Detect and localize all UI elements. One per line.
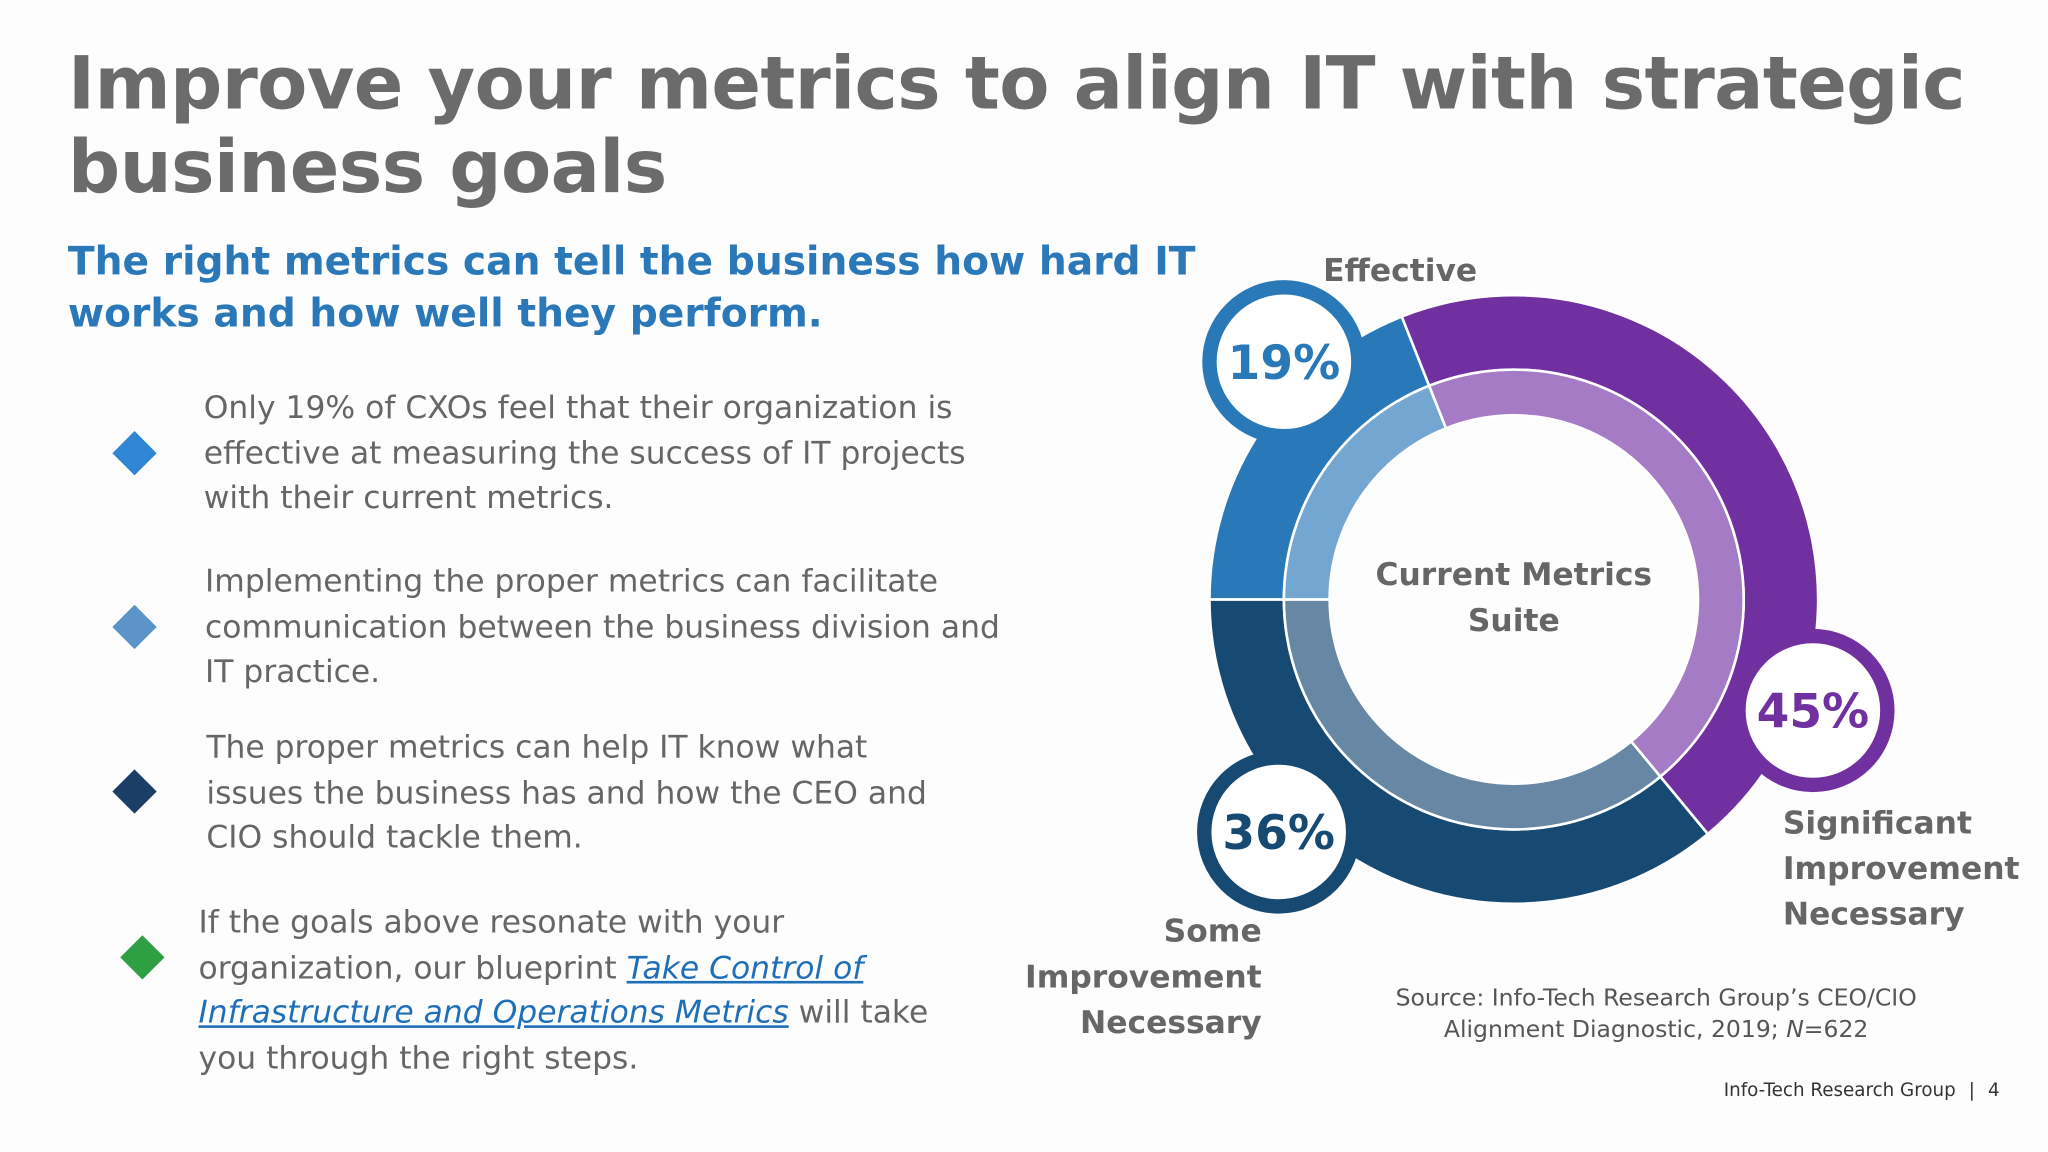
text: =622 [1803, 1016, 1869, 1044]
value-label: 19% [1228, 336, 1341, 391]
blueprint-link[interactable]: Take Control of Infrastructure and Opera… [198, 948, 864, 1031]
category-label: Significant Improvement Necessary [1782, 804, 2020, 933]
value-label: 36% [1222, 806, 1335, 861]
bullet-text: The proper metrics can help IT know what… [206, 728, 927, 856]
value-label: 45% [1757, 685, 1870, 740]
category-label: Some Improvement Necessary [1025, 912, 1262, 1041]
bullet-text: Only 19% of CXOs feel that their organiz… [203, 389, 966, 516]
donut-inner-segment [1427, 368, 1745, 779]
title: Improve your metrics to align IT with st… [67, 41, 1966, 211]
donut-inner-segment [1282, 598, 1663, 831]
value-bubble [1731, 628, 1895, 793]
footer: Info-Tech Research Group | 4 [1724, 1080, 2000, 1101]
source: Source: Info-Tech Research Group’s CEO/C… [1369, 984, 1944, 1047]
text: Source: Info-Tech Research Group’s CEO/C… [1395, 984, 1917, 1044]
bullet-text: If the goals above resonate with your or… [199, 900, 950, 1080]
center-label: Current Metrics Suite [1375, 556, 1653, 639]
separator: | [1968, 1080, 1975, 1102]
text: N [1786, 1016, 1804, 1044]
text: If the goals above resonate with your or… [198, 903, 785, 986]
category-label: Effective [1323, 252, 1478, 289]
value-bubble [1197, 750, 1361, 914]
bullet-text: Implementing the proper metrics can faci… [205, 562, 1000, 690]
value-bubble [1202, 280, 1366, 444]
text: will take you through the right steps. [198, 993, 929, 1076]
brand: Info-Tech Research Group [1723, 1080, 1956, 1102]
subtitle: The right metrics can tell the business … [67, 239, 1196, 337]
page-number: 4 [1988, 1080, 2000, 1102]
